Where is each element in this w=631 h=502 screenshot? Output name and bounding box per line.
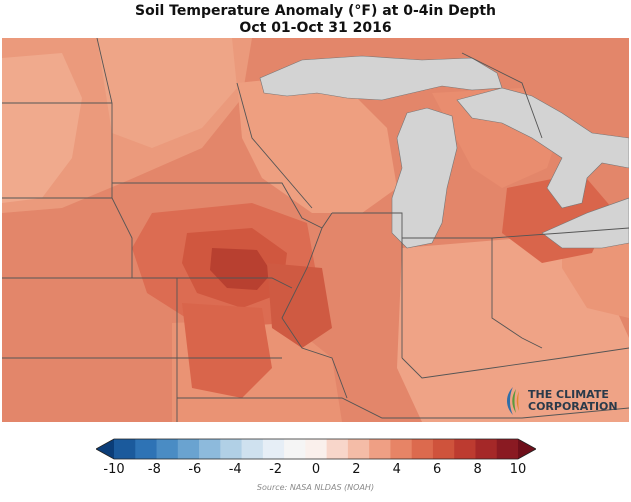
color-bar-segment: [326, 439, 349, 459]
chart-title-line-1: Soil Temperature Anomaly (°F) at 0-4in D…: [135, 3, 496, 19]
color-bar-segment: [114, 439, 136, 459]
color-bar-segment: [199, 439, 221, 459]
color-bar-tick-label: 0: [311, 462, 321, 477]
color-bar-tick-label: 6: [433, 462, 442, 477]
lake-huron: [456, 87, 629, 209]
anomaly-zone-missouri-core: [182, 303, 272, 398]
color-bar-segment: [390, 439, 413, 459]
color-bar-segment: [454, 439, 476, 459]
color-bar-tick-label: 8: [473, 462, 482, 477]
color-bar-extend-low: [96, 439, 114, 459]
color-bar-segment: [156, 439, 179, 459]
color-bar-segment: [135, 439, 158, 459]
color-bar-segment: [411, 439, 434, 459]
logo-text-line-2: CORPORATION: [528, 400, 618, 413]
anomaly-zone-iowa-hottest: [210, 248, 272, 290]
color-bar-segment: [369, 439, 391, 459]
source-note: Source: NASA NLDAS (NOAH): [256, 483, 375, 492]
color-bar-segment: [284, 439, 306, 459]
color-bar-extend-high: [518, 439, 536, 459]
color-bar-tick-label: 4: [392, 462, 401, 477]
logo-text: THE CLIMATE CORPORATION: [528, 389, 618, 413]
logo-text-line-1: THE CLIMATE: [528, 388, 609, 401]
color-bar: [96, 438, 536, 460]
anomaly-zone-minnesota-north: [97, 38, 237, 148]
lake-michigan: [391, 107, 458, 249]
color-bar-segment: [496, 439, 519, 459]
color-bar-segment: [475, 439, 498, 459]
anomaly-zone-indiana-ohio: [397, 238, 629, 422]
anomaly-zone-dakotas-east: [2, 53, 82, 203]
anomaly-zone-illinois-west: [267, 263, 332, 348]
lake-superior: [259, 55, 503, 101]
climate-corporation-logo: [507, 387, 519, 415]
lake-erie: [541, 197, 629, 249]
color-bar-tick-label: 2: [352, 462, 361, 477]
color-bar-segment: [220, 439, 243, 459]
color-bar-tick-label: -2: [269, 462, 283, 477]
state-borders: [2, 38, 629, 422]
color-bar-segment: [305, 439, 328, 459]
color-bar-tick-label: 10: [509, 462, 527, 477]
chart-title-line-2: Oct 01-Oct 31 2016: [239, 20, 392, 36]
color-bar-tick-label: -4: [228, 462, 242, 477]
color-bar-segment: [432, 439, 455, 459]
color-bar-segment: [347, 439, 370, 459]
color-bar-tick-label: -10: [103, 462, 125, 477]
anomaly-zone-wisconsin: [237, 73, 397, 213]
logo-mark-icon: [507, 387, 513, 415]
color-bar-tick-label: -8: [147, 462, 161, 477]
anomaly-map: [2, 38, 629, 422]
color-bar-segment: [241, 439, 264, 459]
color-bar-tick-label: -6: [188, 462, 202, 477]
color-bar-segment: [177, 439, 200, 459]
color-bar-segment: [262, 439, 285, 459]
color-bar-outline: [96, 438, 536, 460]
